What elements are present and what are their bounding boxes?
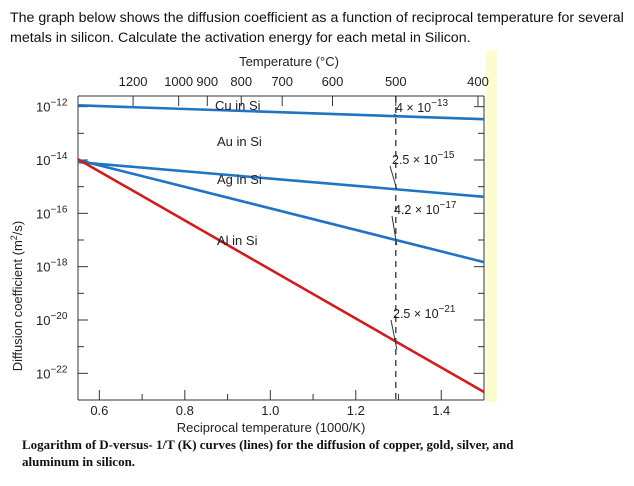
top-tick-label: 900 xyxy=(196,74,218,89)
y-tick-label: 10−16 xyxy=(36,204,68,221)
figure-caption: Logarithm of D-versus- 1/T (K) curves (l… xyxy=(22,437,514,469)
series-label-1: Au in Si xyxy=(217,134,262,149)
x-tick-label: 0.8 xyxy=(176,403,194,418)
top-axis-title: Temperature (°C) xyxy=(239,54,339,69)
series-line-3 xyxy=(77,158,485,394)
x-tick-label: 1.4 xyxy=(432,403,450,418)
question-text: The graph below shows the diffusion coef… xyxy=(10,10,624,46)
annotation-3: 2.5 × 10−21 xyxy=(393,304,456,321)
top-tick-label: 500 xyxy=(385,74,407,89)
top-tick-label: 800 xyxy=(230,74,252,89)
y-tick-label: 10−22 xyxy=(36,364,68,381)
top-tick-label: 1000 xyxy=(164,74,193,89)
annotation-1: 2.5 × 10−15 xyxy=(392,150,455,167)
series-line-2 xyxy=(77,158,485,264)
annotation-0: 4 × 10−13 xyxy=(396,98,449,115)
top-tick-label: 700 xyxy=(271,74,293,89)
annotation-arrow-3 xyxy=(390,319,398,350)
x-tick-label: 1.2 xyxy=(347,403,365,418)
y-tick-label: 10−14 xyxy=(36,151,68,168)
top-tick-label: 400 xyxy=(467,74,489,89)
y-tick-label: 10−12 xyxy=(36,98,68,115)
top-tick-label: 1200 xyxy=(119,74,148,89)
annotation-arrow-2 xyxy=(391,215,398,246)
x-axis-title: Reciprocal temperature (1000/K) xyxy=(177,420,366,435)
y-tick-label: 10−18 xyxy=(36,258,68,275)
highlight-strip xyxy=(486,50,497,402)
annotation-2: 4.2 × 10−17 xyxy=(394,200,457,217)
series-line-1 xyxy=(77,160,485,199)
series-label-0: Cu in Si xyxy=(215,98,261,113)
x-tick-label: 0.6 xyxy=(90,403,108,418)
y-axis-title: Diffusion coefficient (m2/s) xyxy=(9,221,25,372)
annotation-arrow-0 xyxy=(393,113,398,117)
y-tick-label: 10−20 xyxy=(36,311,68,328)
series-label-3: Al in Si xyxy=(217,233,258,248)
series-line-0 xyxy=(77,104,485,121)
top-tick-label: 600 xyxy=(322,74,344,89)
x-tick-label: 1.0 xyxy=(261,403,279,418)
series-label-2: Ag in Si xyxy=(217,172,262,187)
annotation-arrow-1 xyxy=(389,165,398,190)
